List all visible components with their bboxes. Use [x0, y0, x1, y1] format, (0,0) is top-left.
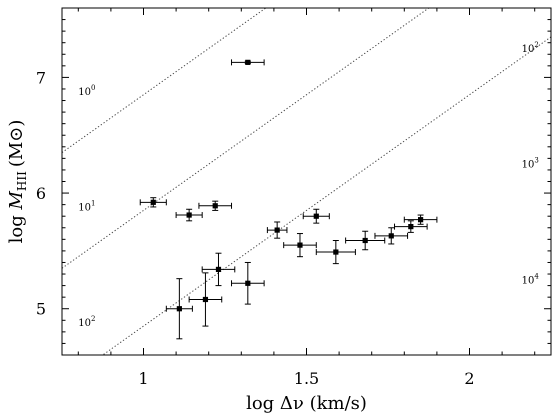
reference-line-5 — [101, 36, 551, 355]
data-point-13 — [188, 272, 223, 327]
data-point-12 — [165, 278, 193, 340]
data-marker — [245, 280, 251, 286]
reference-line-label-base: 10 — [522, 275, 535, 286]
data-marker — [362, 237, 368, 244]
data-point-14 — [201, 252, 236, 287]
reference-line-label-5: 104 — [522, 272, 540, 286]
x-tick-label-1: 1.5 — [294, 369, 319, 388]
reference-line-4 — [62, 8, 430, 269]
data-point-3 — [231, 59, 265, 66]
x-tick-label-0: 1 — [138, 369, 148, 388]
reference-line-label-4: 103 — [522, 157, 539, 171]
data-marker — [186, 212, 192, 218]
data-point-9 — [374, 227, 409, 245]
data-point-11 — [403, 214, 438, 225]
y-tick-label-1: 6 — [36, 184, 46, 203]
data-points — [139, 59, 438, 340]
data-marker — [245, 59, 251, 65]
data-marker — [408, 224, 414, 230]
reference-line-label-base: 10 — [78, 202, 91, 213]
y-axis-label-prefix: log — [6, 210, 27, 244]
data-marker — [333, 249, 339, 255]
reference-line-label-base: 10 — [78, 318, 91, 329]
reference-line-label-0: 100 — [78, 84, 95, 98]
axis-ticks: 1 1.5 2 5 6 7 — [36, 8, 551, 388]
data-marker — [313, 213, 319, 219]
reference-line-0 — [62, 8, 267, 153]
reference-line-label-base: 10 — [522, 160, 535, 171]
data-marker — [274, 227, 280, 233]
data-marker — [202, 296, 209, 303]
x-tick-label-2: 2 — [464, 369, 474, 388]
data-marker — [215, 266, 222, 273]
data-point-10 — [394, 220, 428, 233]
reference-line-label-base: 10 — [78, 87, 91, 98]
data-point-6 — [302, 208, 330, 224]
data-point-15 — [231, 261, 265, 305]
data-point-8 — [345, 230, 386, 251]
y-axis-label-unit: (M⊙) — [6, 120, 27, 168]
data-marker — [297, 242, 303, 248]
reference-line-label-exp: 4 — [534, 272, 539, 280]
data-point-0 — [139, 197, 167, 208]
reference-line-1 — [62, 8, 430, 269]
data-point-4 — [266, 221, 288, 239]
reference-line-label-exp: 3 — [534, 157, 538, 165]
y-axis-label-sub: HII — [15, 171, 29, 191]
y-tick-label-0: 5 — [36, 300, 46, 319]
data-marker — [212, 203, 218, 209]
y-axis-label-var: M — [6, 191, 27, 211]
reference-line-label-1: 101 — [78, 199, 95, 213]
y-axis-label: log MHII (M⊙) — [6, 120, 29, 244]
reference-line-label-exp: 0 — [91, 84, 95, 92]
plot-frame — [61, 7, 552, 356]
data-point-1 — [175, 208, 203, 222]
reference-line-label-exp: 2 — [91, 315, 95, 323]
data-point-7 — [315, 239, 356, 265]
data-point-5 — [283, 233, 317, 258]
reference-line-label-base: 10 — [522, 44, 535, 55]
data-marker — [176, 306, 182, 312]
reference-line-label-exp: 1 — [91, 199, 95, 207]
data-point-2 — [198, 200, 233, 211]
y-tick-label-2: 7 — [36, 68, 46, 87]
reference-line-label-3: 102 — [522, 41, 539, 55]
reference-line-label-exp: 2 — [534, 41, 538, 49]
data-marker — [388, 233, 394, 239]
reference-line-label-2: 102 — [78, 315, 95, 329]
x-axis-label: log Δν (km/s) — [246, 393, 367, 414]
reference-lines — [62, 8, 551, 355]
data-marker — [150, 199, 156, 205]
data-marker — [418, 217, 424, 223]
reference-line-3 — [62, 8, 267, 153]
